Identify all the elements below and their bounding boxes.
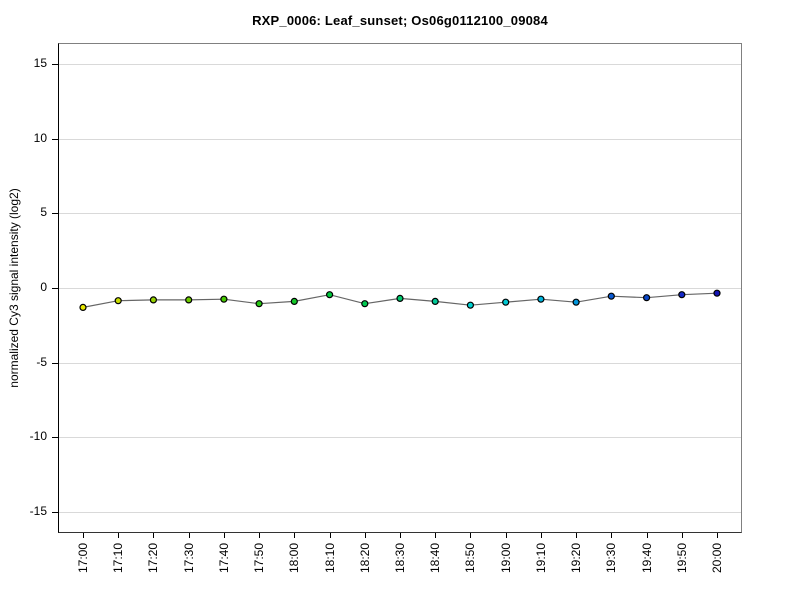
chart-title: RXP_0006: Leaf_sunset; Os06g0112100_0908… bbox=[252, 13, 548, 28]
data-point bbox=[713, 289, 721, 297]
data-point bbox=[678, 291, 686, 299]
x-axis-tick-label: 19:50 bbox=[675, 543, 689, 574]
data-point bbox=[607, 292, 615, 300]
y-axis-tick bbox=[52, 213, 58, 214]
x-axis-tick bbox=[294, 533, 295, 538]
y-axis-tick bbox=[52, 437, 58, 438]
x-axis-tick bbox=[470, 533, 471, 538]
x-axis-tick-label: 17:20 bbox=[146, 543, 160, 574]
x-axis-tick bbox=[435, 533, 436, 538]
gridline bbox=[59, 139, 741, 140]
x-axis-tick-label: 19:20 bbox=[569, 543, 583, 574]
data-point bbox=[114, 297, 122, 305]
gridline bbox=[59, 288, 741, 289]
data-point bbox=[149, 296, 158, 304]
data-point bbox=[255, 300, 263, 308]
gridline bbox=[59, 213, 741, 214]
x-axis-tick bbox=[330, 533, 331, 538]
x-axis-tick-label: 18:50 bbox=[463, 543, 477, 574]
x-axis-tick-label: 18:00 bbox=[287, 543, 301, 574]
x-axis-tick-label: 17:50 bbox=[252, 543, 266, 574]
y-axis-tick-label: 10 bbox=[33, 131, 47, 145]
x-axis-tick bbox=[365, 533, 366, 538]
x-axis-tick bbox=[647, 533, 648, 538]
x-axis-tick bbox=[506, 533, 507, 538]
x-axis-tick bbox=[717, 533, 718, 538]
y-axis-tick-label: -5 bbox=[36, 355, 47, 369]
x-axis-tick bbox=[83, 533, 84, 538]
x-axis-tick bbox=[576, 533, 577, 538]
data-point bbox=[642, 294, 651, 302]
x-axis-tick-label: 20:00 bbox=[710, 543, 724, 574]
x-axis-tick-label: 19:40 bbox=[640, 543, 654, 574]
y-axis-tick bbox=[52, 288, 58, 289]
y-axis-tick-label: 0 bbox=[40, 280, 47, 294]
data-point bbox=[396, 294, 404, 302]
x-axis-tick bbox=[259, 533, 260, 538]
x-axis-tick bbox=[118, 533, 119, 538]
data-point bbox=[431, 297, 439, 305]
x-axis-tick-label: 19:10 bbox=[534, 543, 548, 574]
data-point bbox=[466, 301, 474, 309]
data-point bbox=[185, 296, 193, 304]
x-axis-tick bbox=[153, 533, 154, 538]
data-point bbox=[79, 303, 87, 311]
y-axis-tick bbox=[52, 512, 58, 513]
y-axis-tick-label: 15 bbox=[33, 56, 47, 70]
x-axis-tick-label: 18:30 bbox=[393, 543, 407, 574]
data-point bbox=[572, 298, 580, 306]
x-axis-tick-label: 17:00 bbox=[76, 543, 90, 574]
x-axis-tick-label: 17:30 bbox=[182, 543, 196, 574]
data-point bbox=[220, 295, 228, 303]
data-point bbox=[502, 298, 510, 306]
x-axis-tick bbox=[189, 533, 190, 538]
y-axis-tick-label: 5 bbox=[40, 205, 47, 219]
x-axis-tick bbox=[682, 533, 683, 538]
data-point bbox=[537, 295, 545, 303]
x-axis-tick-label: 18:40 bbox=[428, 543, 442, 574]
y-axis-tick bbox=[52, 363, 58, 364]
x-axis-tick bbox=[224, 533, 225, 538]
y-axis-tick bbox=[52, 139, 58, 140]
y-axis-tick-label: -15 bbox=[29, 504, 47, 518]
data-series-svg bbox=[79, 289, 721, 311]
gridline bbox=[59, 512, 741, 513]
x-axis-tick bbox=[541, 533, 542, 538]
data-point bbox=[361, 300, 369, 308]
x-axis-tick bbox=[400, 533, 401, 538]
y-axis-tick bbox=[52, 64, 58, 65]
gridline bbox=[59, 64, 741, 65]
gridline bbox=[59, 437, 741, 438]
x-axis-tick-label: 18:10 bbox=[323, 543, 337, 574]
gridline bbox=[59, 363, 741, 364]
x-axis-tick bbox=[611, 533, 612, 538]
x-axis-tick-label: 17:10 bbox=[111, 543, 125, 574]
data-point bbox=[326, 291, 334, 299]
x-axis-tick-label: 19:30 bbox=[604, 543, 618, 574]
data-point bbox=[290, 297, 298, 305]
x-axis-tick-label: 19:00 bbox=[499, 543, 513, 574]
x-axis-tick-label: 17:40 bbox=[217, 543, 231, 574]
y-axis-tick-label: -10 bbox=[29, 429, 47, 443]
x-axis-tick-label: 18:20 bbox=[358, 543, 372, 574]
plot-area bbox=[58, 43, 742, 533]
